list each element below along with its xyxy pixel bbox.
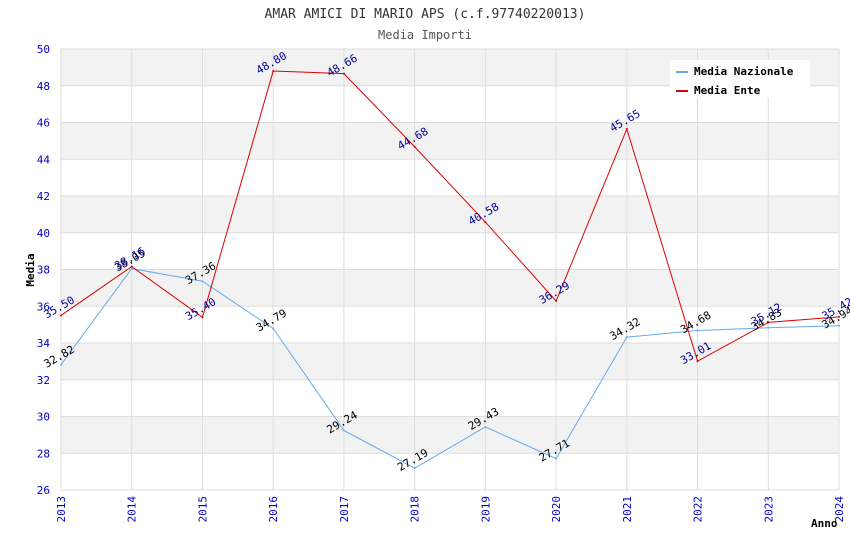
data-point-media-ente [555, 299, 558, 302]
grid-band [61, 122, 839, 160]
y-tick-label: 30 [37, 411, 50, 424]
x-tick-label: 2015 [196, 496, 209, 523]
data-point-media-nazionale [767, 326, 770, 329]
x-tick-label: 2013 [55, 496, 68, 523]
grid-band [61, 196, 839, 233]
y-tick-label: 44 [37, 153, 51, 166]
x-tick-label: 2018 [409, 496, 422, 523]
grid-band [61, 232, 839, 270]
y-tick-label: 46 [37, 117, 50, 130]
x-tick-label: 2024 [833, 496, 846, 523]
y-tick-label: 26 [37, 484, 50, 497]
data-point-media-ente [130, 265, 133, 268]
legend-label-media-nazionale: Media Nazionale [694, 65, 794, 78]
data-point-media-ente [696, 360, 699, 363]
x-tick-label: 2017 [338, 496, 351, 523]
grid-band [61, 269, 839, 307]
x-tick-label: 2014 [126, 496, 139, 523]
y-tick-label: 50 [37, 43, 50, 56]
data-point-media-ente [342, 72, 345, 75]
data-point-media-nazionale [342, 429, 345, 432]
data-point-media-nazionale [60, 363, 62, 366]
series-lines [60, 70, 840, 470]
y-tick-label: 28 [37, 447, 50, 460]
data-point-media-nazionale [696, 329, 699, 332]
data-point-media-ente [484, 221, 487, 224]
data-point-media-ente [767, 321, 770, 324]
y-tick-label: 32 [37, 374, 50, 387]
data-point-media-nazionale [555, 457, 558, 460]
grid-band [61, 379, 839, 417]
data-point-media-nazionale [484, 425, 487, 428]
legend-label-media-ente: Media Ente [694, 84, 761, 97]
data-point-media-ente [413, 145, 416, 148]
x-tick-label: 2022 [692, 496, 705, 523]
x-tick-label: 2020 [550, 496, 563, 523]
data-point-media-ente [201, 316, 204, 319]
data-point-media-ente [272, 70, 275, 73]
data-point-media-nazionale [201, 280, 204, 283]
x-axis-label: Anno [811, 517, 838, 530]
legend: Media Nazionale Media Ente [670, 60, 810, 98]
data-point-media-nazionale [838, 324, 840, 327]
data-point-media-nazionale [413, 467, 416, 470]
x-tick-label: 2016 [267, 496, 280, 523]
data-point-media-ente [625, 127, 628, 130]
series-line-media-nazionale [60, 268, 840, 469]
y-axis-label: Media [24, 253, 37, 286]
x-tick-label: 2023 [762, 496, 775, 523]
x-tick-label: 2021 [621, 496, 634, 523]
grid-band [61, 453, 839, 490]
y-tick-label: 40 [37, 227, 50, 240]
y-tick-label: 36 [37, 300, 50, 313]
grid-band [61, 159, 839, 196]
y-tick-label: 34 [37, 337, 51, 350]
x-tick-label: 2019 [479, 496, 492, 523]
legend-box [670, 60, 810, 98]
grid-band [61, 306, 839, 343]
data-point-media-ente [60, 314, 62, 317]
series-line-media-ente [60, 70, 840, 362]
chart-subtitle: Media Importi [378, 28, 472, 42]
chart-title: AMAR AMICI DI MARIO APS (c.f.97740220013… [265, 7, 586, 22]
grid-band [61, 343, 839, 380]
y-axis-ticks: 26 28 30 32 34 36 38 40 42 44 46 48 50 [37, 43, 51, 497]
grid-bands [61, 49, 839, 490]
data-point-media-nazionale [272, 327, 275, 330]
y-tick-label: 48 [37, 80, 50, 93]
y-tick-label: 42 [37, 190, 50, 203]
y-tick-label: 38 [37, 264, 50, 277]
data-point-media-ente [838, 315, 840, 318]
data-point-media-nazionale [130, 267, 133, 270]
data-point-media-nazionale [625, 336, 628, 339]
x-axis-ticks: 2013 2014 2015 2016 2017 2018 2019 2020 2021 2022… [55, 496, 846, 523]
